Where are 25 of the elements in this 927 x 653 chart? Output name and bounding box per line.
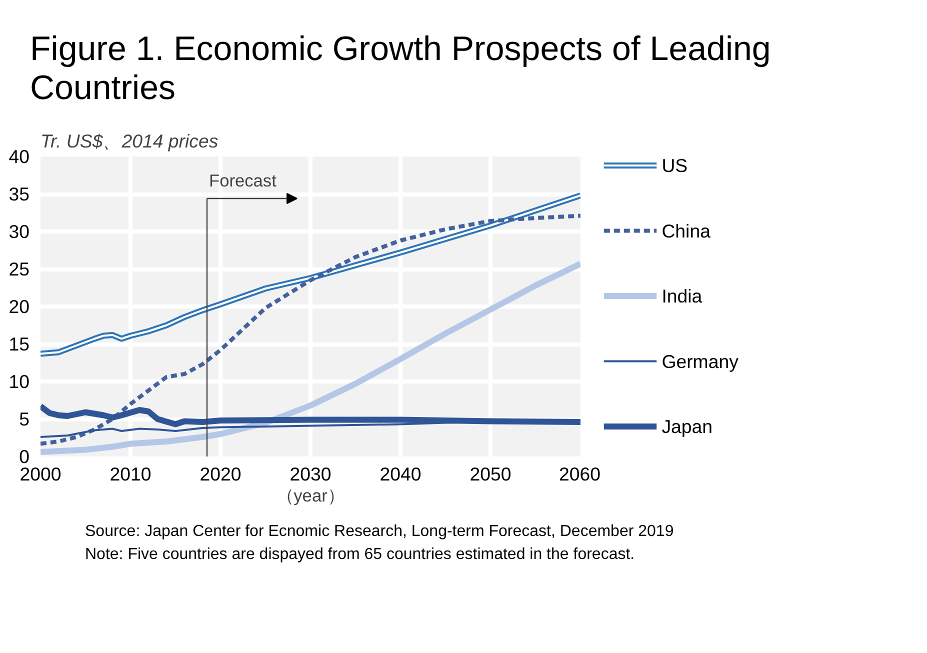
x-tick-label: 2020 [200, 464, 242, 485]
text: Note: Five countries are dispayed from 65 countries estimated in the forecast. [85, 546, 635, 563]
x-tick-label: 2010 [110, 464, 152, 485]
y-tick-label: 40 [8, 146, 30, 168]
chart-title: Figure 1. Economic Growth Prospects of Leading Countries [30, 30, 771, 108]
y-tick-label: 10 [8, 371, 30, 392]
ref-line-label: Forecast [209, 170, 277, 191]
x-tick-label: 2050 [470, 464, 512, 485]
x-tick-label: 2040 [380, 464, 422, 485]
legend-label: India [662, 286, 703, 307]
y-tick-label: 5 [19, 408, 30, 430]
x-axis-title: （year） [276, 486, 344, 506]
legend-label: US [662, 155, 688, 176]
y-tick-label: 35 [8, 184, 30, 205]
y-tick-label: 30 [8, 221, 30, 242]
y-tick-label: 15 [8, 334, 30, 355]
x-tick-label: 2030 [290, 464, 332, 485]
legend-label: Japan [662, 416, 713, 438]
legend-label: Germany [662, 350, 740, 372]
x-tick-label: 2060 [558, 464, 601, 485]
y-axis-title: Tr. US$、2014 prices [40, 130, 218, 152]
source-note: Source: Japan Center for Ecnomic Research, Long-term Forecast, December 2019 [85, 523, 674, 540]
y-tick-label: 25 [8, 258, 30, 280]
legend-label: China [662, 220, 712, 242]
y-tick-label: 20 [8, 296, 30, 318]
